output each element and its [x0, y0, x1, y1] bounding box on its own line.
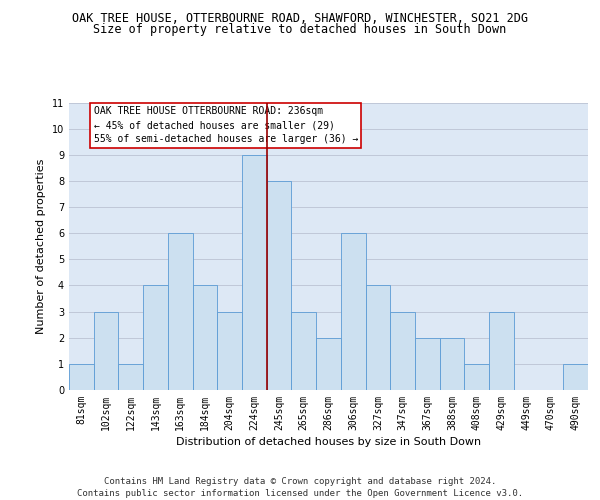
Bar — [193, 286, 217, 390]
Bar — [118, 364, 143, 390]
Bar — [94, 312, 118, 390]
Bar — [143, 286, 168, 390]
Bar — [563, 364, 588, 390]
Bar — [415, 338, 440, 390]
Text: Contains HM Land Registry data © Crown copyright and database right 2024.
Contai: Contains HM Land Registry data © Crown c… — [77, 476, 523, 498]
Text: OAK TREE HOUSE OTTERBOURNE ROAD: 236sqm
← 45% of detached houses are smaller (29: OAK TREE HOUSE OTTERBOURNE ROAD: 236sqm … — [94, 106, 358, 144]
Bar — [267, 181, 292, 390]
Bar — [341, 233, 365, 390]
Bar — [365, 286, 390, 390]
Bar — [69, 364, 94, 390]
Bar — [168, 233, 193, 390]
Text: Size of property relative to detached houses in South Down: Size of property relative to detached ho… — [94, 22, 506, 36]
X-axis label: Distribution of detached houses by size in South Down: Distribution of detached houses by size … — [176, 437, 481, 447]
Bar — [440, 338, 464, 390]
Bar — [390, 312, 415, 390]
Y-axis label: Number of detached properties: Number of detached properties — [37, 158, 46, 334]
Text: OAK TREE HOUSE, OTTERBOURNE ROAD, SHAWFORD, WINCHESTER, SO21 2DG: OAK TREE HOUSE, OTTERBOURNE ROAD, SHAWFO… — [72, 12, 528, 26]
Bar — [464, 364, 489, 390]
Bar — [489, 312, 514, 390]
Bar — [316, 338, 341, 390]
Bar — [242, 155, 267, 390]
Bar — [292, 312, 316, 390]
Bar — [217, 312, 242, 390]
